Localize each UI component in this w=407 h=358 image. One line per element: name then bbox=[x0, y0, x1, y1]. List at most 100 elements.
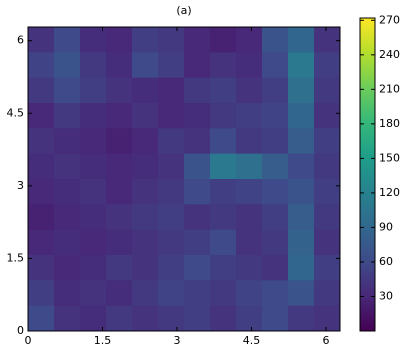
heatmap-cell bbox=[210, 255, 237, 281]
heatmap-cell bbox=[184, 204, 211, 231]
heatmap-cell bbox=[80, 77, 107, 104]
y-tick-label: 1.5 bbox=[7, 251, 25, 264]
heatmap-cell bbox=[158, 255, 185, 281]
heatmap-cell bbox=[236, 280, 263, 307]
heatmap-cell bbox=[262, 77, 289, 104]
heatmap-cell bbox=[80, 128, 107, 155]
heatmap-cell bbox=[132, 305, 159, 332]
heatmap-cell bbox=[262, 153, 289, 180]
heatmap-cell bbox=[80, 179, 107, 205]
heatmap-cell bbox=[132, 103, 159, 129]
heatmap-cell bbox=[262, 128, 289, 155]
heatmap-cell bbox=[236, 179, 263, 205]
heatmap-cell bbox=[28, 128, 55, 155]
heatmap-cell bbox=[210, 204, 237, 231]
heatmap-cell bbox=[288, 77, 315, 104]
heatmap-cell bbox=[288, 128, 315, 155]
heatmap-cell bbox=[262, 179, 289, 205]
heatmap-cell bbox=[314, 52, 341, 79]
heatmap-cell bbox=[314, 27, 341, 53]
heatmap-cell bbox=[210, 280, 237, 307]
heatmap-cell bbox=[54, 52, 81, 79]
heatmap-cell bbox=[28, 179, 55, 205]
heatmap-cell bbox=[184, 305, 211, 332]
heatmap-cell bbox=[184, 280, 211, 307]
heatmap-cell bbox=[288, 255, 315, 281]
heatmap-cell bbox=[184, 229, 211, 256]
heatmap-cell bbox=[210, 179, 237, 205]
heatmap-cell bbox=[28, 255, 55, 281]
x-tick-label: 3 bbox=[173, 334, 180, 347]
heatmap-cell bbox=[262, 27, 289, 53]
heatmap-cell bbox=[314, 305, 341, 332]
colorbar-tick-label: 90 bbox=[379, 220, 393, 233]
colorbar-tick-label: 240 bbox=[379, 48, 400, 61]
heatmap-cell bbox=[210, 52, 237, 79]
heatmap-cell bbox=[106, 229, 133, 256]
heatmap-cell bbox=[236, 153, 263, 180]
heatmap-cell bbox=[184, 52, 211, 79]
heatmap-cell bbox=[132, 204, 159, 231]
heatmap-cell bbox=[28, 305, 55, 332]
heatmap-cell bbox=[80, 255, 107, 281]
heatmap-cell bbox=[28, 27, 55, 53]
heatmap-cell bbox=[288, 204, 315, 231]
heatmap-cell bbox=[54, 27, 81, 53]
heatmap-cell bbox=[262, 280, 289, 307]
heatmap-cell bbox=[288, 179, 315, 205]
heatmap-cell bbox=[158, 128, 185, 155]
heatmap-cell bbox=[184, 179, 211, 205]
y-tick-label: 4.5 bbox=[7, 106, 25, 119]
heatmap-cell bbox=[184, 153, 211, 180]
heatmap-cell bbox=[262, 52, 289, 79]
heatmap-cell bbox=[54, 305, 81, 332]
heatmap-cell bbox=[80, 204, 107, 231]
heatmap-cell bbox=[54, 255, 81, 281]
heatmap-cell bbox=[54, 128, 81, 155]
x-tick-label: 1.5 bbox=[94, 334, 112, 347]
heatmap-cell bbox=[106, 103, 133, 129]
heatmap-cell bbox=[28, 229, 55, 256]
heatmap-cell bbox=[54, 280, 81, 307]
heatmap-cell bbox=[236, 52, 263, 79]
heatmap-cell bbox=[184, 77, 211, 104]
heatmap-cell bbox=[314, 77, 341, 104]
x-tick-label: 0 bbox=[25, 334, 32, 347]
heatmap-cell bbox=[28, 153, 55, 180]
heatmap-cell bbox=[158, 229, 185, 256]
heatmap-cell bbox=[184, 128, 211, 155]
heatmap-cell bbox=[132, 179, 159, 205]
heatmap-cell bbox=[54, 153, 81, 180]
heatmap-cell bbox=[158, 52, 185, 79]
heatmap-cell bbox=[54, 77, 81, 104]
colorbar-tick-label: 150 bbox=[379, 151, 400, 164]
heatmap-cell bbox=[236, 128, 263, 155]
heatmap-cell bbox=[158, 103, 185, 129]
chart-title: (a) bbox=[176, 4, 191, 17]
heatmap-cell bbox=[288, 27, 315, 53]
heatmap-cell bbox=[80, 52, 107, 79]
y-tick-label: 6 bbox=[17, 34, 24, 47]
heatmap-cell bbox=[158, 179, 185, 205]
colorbar-tick-label: 210 bbox=[379, 82, 400, 95]
heatmap-cell bbox=[184, 27, 211, 53]
heatmap-cell bbox=[288, 305, 315, 332]
heatmap-cell bbox=[236, 27, 263, 53]
heatmap-cell bbox=[106, 52, 133, 79]
heatmap-cell bbox=[210, 305, 237, 332]
heatmap-cell bbox=[262, 103, 289, 129]
heatmap-cell bbox=[314, 204, 341, 231]
heatmap-cell bbox=[80, 27, 107, 53]
heatmap-cell bbox=[314, 229, 341, 256]
heatmap-cell bbox=[80, 229, 107, 256]
heatmap-cell bbox=[314, 179, 341, 205]
heatmap-cell bbox=[288, 280, 315, 307]
heatmap-cell bbox=[288, 229, 315, 256]
heatmap-cell bbox=[132, 229, 159, 256]
heatmap-cell bbox=[28, 204, 55, 231]
heatmap-cell bbox=[106, 128, 133, 155]
heatmap-cell bbox=[314, 153, 341, 180]
heatmap-cell bbox=[80, 103, 107, 129]
